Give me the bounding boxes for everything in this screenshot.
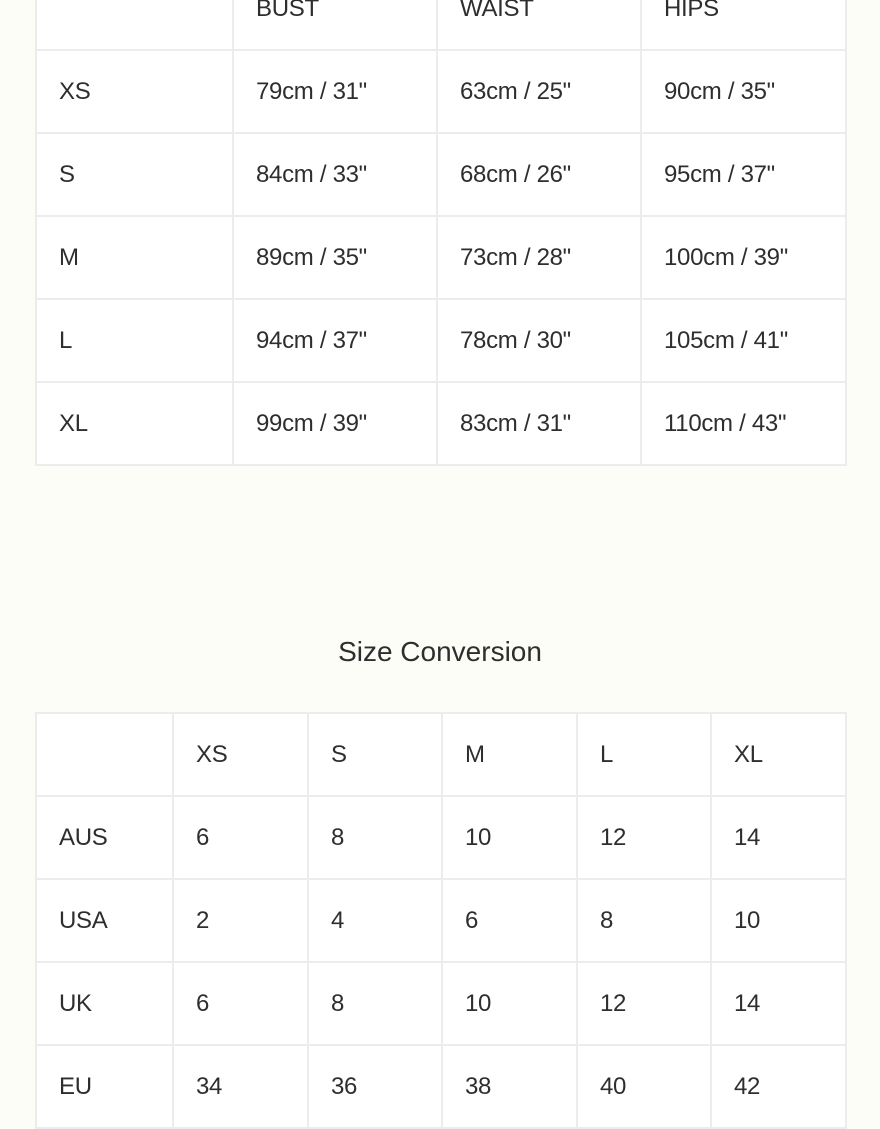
table-cell: 34	[172, 1044, 309, 1129]
size-conversion-table: XS S M L XL AUS 6 8 10 12 14 USA 2 4 6 8 10 UK 6 8 10 12 14 EU 3…	[35, 712, 847, 1129]
table-cell: 90cm / 35"	[640, 49, 847, 134]
table-cell: 83cm / 31"	[436, 381, 642, 466]
column-header: M	[441, 712, 578, 797]
table-row: XS 79cm / 31" 63cm / 25" 90cm / 35"	[35, 49, 847, 134]
row-label: USA	[35, 878, 174, 963]
table-cell: 100cm / 39"	[640, 215, 847, 300]
row-label: UK	[35, 961, 174, 1046]
table-cell: 42	[710, 1044, 847, 1129]
table-cell: 36	[307, 1044, 443, 1129]
column-header: XS	[172, 712, 309, 797]
table-row: UK 6 8 10 12 14	[35, 961, 847, 1046]
table-cell: 110cm / 43"	[640, 381, 847, 466]
row-label: XL	[35, 381, 234, 466]
table-cell: 6	[172, 795, 309, 880]
header-row: XS S M L XL	[35, 712, 847, 797]
table-cell: 73cm / 28"	[436, 215, 642, 300]
column-header: WAIST	[436, 0, 642, 51]
table-cell: 84cm / 33"	[232, 132, 438, 217]
table-cell: 2	[172, 878, 309, 963]
table-cell: 38	[441, 1044, 578, 1129]
table-cell: 10	[710, 878, 847, 963]
table-row: XL 99cm / 39" 83cm / 31" 110cm / 43"	[35, 381, 847, 466]
table-cell: 8	[307, 795, 443, 880]
table-row: S 84cm / 33" 68cm / 26" 95cm / 37"	[35, 132, 847, 217]
column-header: S	[307, 712, 443, 797]
table-cell: 10	[441, 795, 578, 880]
table-cell: 63cm / 25"	[436, 49, 642, 134]
row-label: EU	[35, 1044, 174, 1129]
table-row: EU 34 36 38 40 42	[35, 1044, 847, 1129]
table-row: L 94cm / 37" 78cm / 30" 105cm / 41"	[35, 298, 847, 383]
table-cell: 79cm / 31"	[232, 49, 438, 134]
size-conversion-title: Size Conversion	[338, 636, 542, 667]
column-header: BUST	[232, 0, 438, 51]
column-header: XL	[710, 712, 847, 797]
table-cell: 105cm / 41"	[640, 298, 847, 383]
table-cell: 99cm / 39"	[232, 381, 438, 466]
table-row: AUS 6 8 10 12 14	[35, 795, 847, 880]
column-header	[35, 0, 234, 51]
table-cell: 94cm / 37"	[232, 298, 438, 383]
table-cell: 68cm / 26"	[436, 132, 642, 217]
table-cell: 89cm / 35"	[232, 215, 438, 300]
row-label: S	[35, 132, 234, 217]
row-label: L	[35, 298, 234, 383]
table-cell: 14	[710, 795, 847, 880]
header-row: BUST WAIST HIPS	[35, 0, 847, 51]
row-label: AUS	[35, 795, 174, 880]
table-cell: 95cm / 37"	[640, 132, 847, 217]
column-header	[35, 712, 174, 797]
row-label: XS	[35, 49, 234, 134]
table-cell: 4	[307, 878, 443, 963]
row-label: M	[35, 215, 234, 300]
table-cell: 14	[710, 961, 847, 1046]
table-cell: 10	[441, 961, 578, 1046]
table-row: USA 2 4 6 8 10	[35, 878, 847, 963]
table-cell: 12	[576, 795, 712, 880]
table-cell: 40	[576, 1044, 712, 1129]
table-cell: 8	[576, 878, 712, 963]
column-header: L	[576, 712, 712, 797]
measurements-table: BUST WAIST HIPS XS 79cm / 31" 63cm / 25" 90cm …	[35, 0, 847, 466]
table-cell: 6	[172, 961, 309, 1046]
table-cell: 12	[576, 961, 712, 1046]
table-cell: 8	[307, 961, 443, 1046]
table-row: M 89cm / 35" 73cm / 28" 100cm / 39"	[35, 215, 847, 300]
table-cell: 6	[441, 878, 578, 963]
table-cell: 78cm / 30"	[436, 298, 642, 383]
column-header: HIPS	[640, 0, 847, 51]
